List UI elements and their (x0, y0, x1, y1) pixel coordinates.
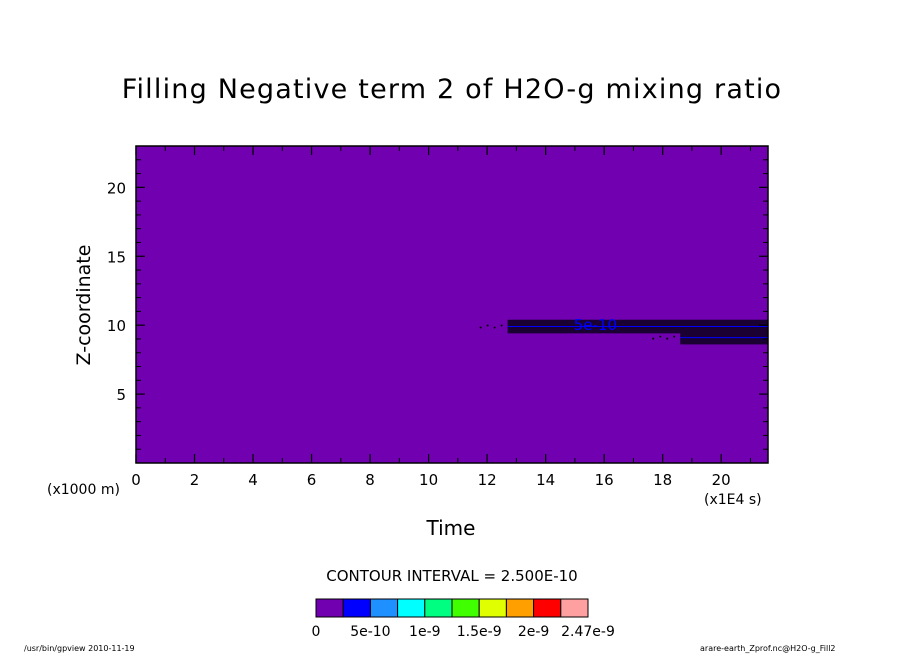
footer-right: arare-earth_Zprof.nc@H2O-g_Fill2 (700, 644, 836, 653)
colorbar-cell (505, 598, 535, 618)
x-tick-label: 12 (478, 471, 497, 489)
colorbar-cell (342, 598, 371, 618)
x-tick-label: 0 (131, 471, 141, 489)
colorbar-label: 1.5e-9 (457, 624, 502, 640)
plot-frame (135, 145, 769, 464)
contour-dot (486, 324, 489, 327)
x-tick-label: 6 (307, 471, 317, 489)
colorbar-cell (369, 598, 399, 618)
y-tick-label: 15 (107, 248, 126, 266)
x-tick-label: 8 (365, 471, 375, 489)
x-tick-label: 2 (190, 471, 200, 489)
contour-dot (500, 324, 503, 327)
colorbar-cell (560, 598, 589, 618)
colorbar-label: 2e-9 (518, 624, 549, 640)
colorbar-cell (424, 598, 453, 618)
colorbar-cell (478, 598, 507, 618)
colorbar-cell (533, 598, 562, 618)
colorbar-label: 5e-10 (350, 624, 390, 640)
plot-background (136, 146, 768, 463)
colorbar-cell (451, 598, 480, 618)
x-tick-label: 4 (248, 471, 258, 489)
y-axis-unit: (x1000 m) (47, 482, 120, 498)
colorbar-cell (397, 598, 426, 618)
x-axis-unit: (x1E4 s) (704, 492, 762, 508)
contour-label: 5e-10 (574, 316, 617, 334)
y-tick-label: 20 (107, 179, 126, 197)
contour-dot (673, 335, 676, 338)
y-tick-label: 5 (116, 386, 126, 404)
x-tick-label: 10 (419, 471, 438, 489)
x-tick-label: 18 (653, 471, 672, 489)
x-tick-label: 14 (536, 471, 555, 489)
y-tick-label: 10 (107, 317, 126, 335)
x-axis-label: Time (426, 516, 476, 540)
contour-interval-text: CONTOUR INTERVAL = 2.500E-10 (326, 567, 578, 585)
x-tick-label: 20 (712, 471, 731, 489)
x-tick-label: 16 (595, 471, 614, 489)
colorbar-label: 2.47e-9 (561, 624, 615, 640)
colorbar-cell (315, 598, 344, 618)
contour-dot (493, 326, 496, 329)
contour-dot (479, 326, 482, 329)
contour-dot (659, 335, 662, 338)
chart-title: Filling Negative term 2 of H2O-g mixing … (121, 74, 783, 105)
contour-dot (666, 337, 669, 340)
colorbar-label: 0 (312, 624, 321, 640)
colorbar-label: 1e-9 (409, 624, 440, 640)
contour-dot (652, 337, 655, 340)
footer-left: /usr/bin/gpview 2010-11-19 (24, 644, 135, 653)
